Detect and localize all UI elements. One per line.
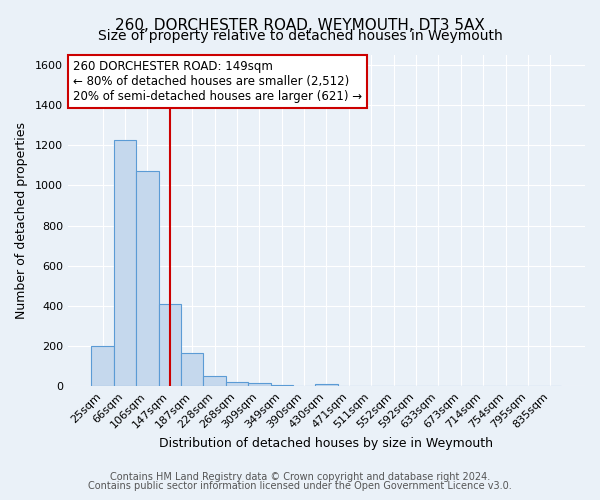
X-axis label: Distribution of detached houses by size in Weymouth: Distribution of detached houses by size … [160, 437, 493, 450]
Text: 260, DORCHESTER ROAD, WEYMOUTH, DT3 5AX: 260, DORCHESTER ROAD, WEYMOUTH, DT3 5AX [115, 18, 485, 32]
Bar [91, 346, 114, 386]
Bar [271, 384, 293, 386]
Text: Size of property relative to detached houses in Weymouth: Size of property relative to detached ho… [98, 29, 502, 43]
Bar [203, 376, 226, 386]
Bar [181, 353, 203, 386]
Bar [136, 172, 158, 386]
Text: 260 DORCHESTER ROAD: 149sqm
← 80% of detached houses are smaller (2,512)
20% of : 260 DORCHESTER ROAD: 149sqm ← 80% of det… [73, 60, 362, 103]
Bar [226, 382, 248, 386]
Y-axis label: Number of detached properties: Number of detached properties [15, 122, 28, 319]
Text: Contains HM Land Registry data © Crown copyright and database right 2024.: Contains HM Land Registry data © Crown c… [110, 472, 490, 482]
Bar [248, 384, 271, 386]
Text: Contains public sector information licensed under the Open Government Licence v3: Contains public sector information licen… [88, 481, 512, 491]
Bar [315, 384, 338, 386]
Bar [114, 140, 136, 386]
Bar [158, 304, 181, 386]
